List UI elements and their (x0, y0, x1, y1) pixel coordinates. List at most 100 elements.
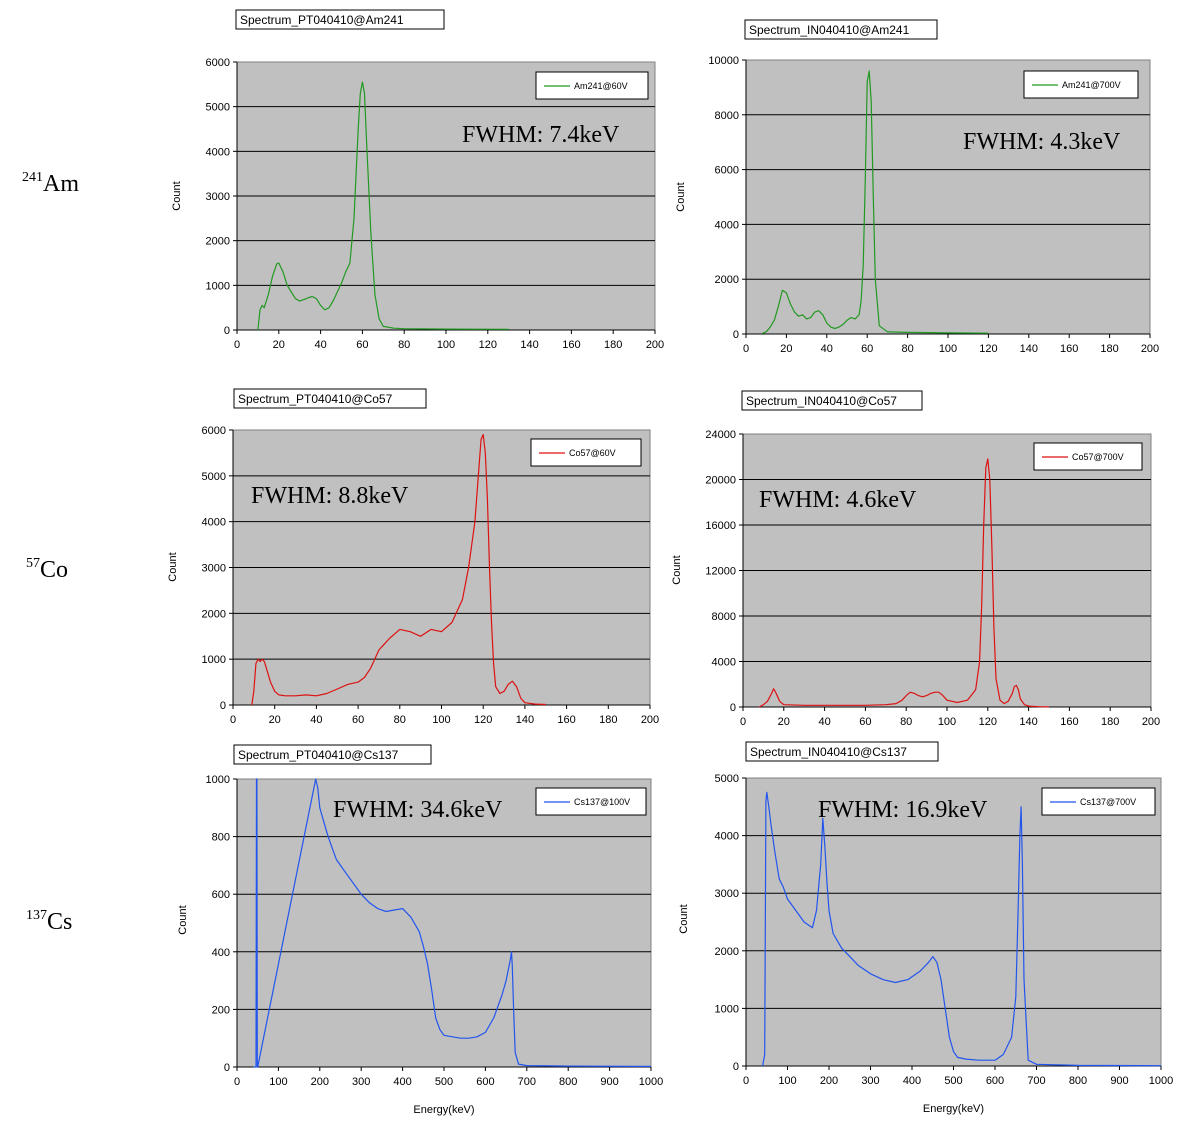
x-tick-label: 100 (778, 1075, 796, 1087)
chart-3: Spectrum_IN040410@Co57040008000120001600… (671, 390, 1160, 728)
x-tick-label: 140 (1020, 343, 1038, 355)
y-tick-label: 2000 (715, 274, 739, 286)
chart-title-box (741, 390, 923, 411)
x-tick-label: 180 (599, 714, 617, 726)
x-tick-label: 900 (1110, 1075, 1128, 1087)
chart-title: Spectrum_PT040410@Co57 (233, 388, 427, 409)
y-tick-label: 1000 (202, 654, 226, 666)
y-tick-label: 12000 (705, 566, 736, 578)
chart-title-box (233, 744, 432, 765)
chart-title-text: Spectrum_PT040410@Am241 (240, 13, 404, 27)
series-line (759, 458, 1050, 708)
x-axis-label: Energy(keV) (923, 1103, 984, 1115)
y-tick-label: 600 (212, 889, 230, 901)
chart-title-text: Spectrum_PT040410@Co57 (238, 392, 393, 406)
chart-title: Spectrum_IN040410@Cs137 (745, 741, 939, 762)
x-tick-label: 40 (310, 714, 322, 726)
y-tick-label: 16000 (705, 520, 736, 532)
x-tick-label: 40 (314, 339, 326, 351)
y-tick-label: 800 (212, 832, 230, 844)
fwhm-annotation: FWHM: 4.6keV (759, 487, 917, 513)
x-tick-label: 120 (979, 716, 997, 728)
y-tick-label: 6000 (715, 165, 739, 177)
x-tick-label: 160 (562, 339, 580, 351)
x-tick-label: 100 (437, 339, 455, 351)
x-tick-label: 80 (398, 339, 410, 351)
plot-area (745, 777, 1162, 1067)
x-tick-label: 400 (393, 1076, 411, 1088)
x-tick-label: 600 (476, 1076, 494, 1088)
y-axis-label: Count (177, 905, 189, 934)
series-line (761, 70, 989, 335)
chart-title-box (744, 19, 938, 40)
y-tick-label: 5000 (715, 773, 739, 785)
x-tick-label: 0 (740, 716, 746, 728)
x-tick-label: 20 (269, 714, 281, 726)
x-tick-label: 80 (394, 714, 406, 726)
y-tick-label: 0 (224, 325, 230, 337)
chart-title-box (235, 9, 445, 30)
chart-title: Spectrum_IN040410@Co57 (741, 390, 923, 411)
y-tick-label: 2000 (202, 608, 226, 620)
x-tick-label: 0 (743, 1075, 749, 1087)
legend-label: Am241@60V (574, 81, 628, 91)
x-tick-label: 300 (352, 1076, 370, 1088)
y-tick-label: 4000 (715, 831, 739, 843)
y-tick-label: 5000 (206, 102, 230, 114)
y-tick-label: 1000 (206, 774, 230, 786)
y-tick-label: 400 (212, 947, 230, 959)
series-line (257, 81, 509, 331)
y-tick-label: 1000 (715, 1003, 739, 1015)
series-line (762, 791, 1162, 1067)
x-tick-label: 200 (1141, 343, 1159, 355)
y-tick-label: 4000 (715, 219, 739, 231)
x-tick-label: 1000 (1149, 1075, 1173, 1087)
y-tick-label: 4000 (206, 146, 230, 158)
x-tick-label: 80 (901, 343, 913, 355)
x-tick-label: 160 (1060, 716, 1078, 728)
x-tick-label: 180 (604, 339, 622, 351)
y-tick-label: 1000 (206, 280, 230, 292)
x-tick-label: 40 (818, 716, 830, 728)
chart-4: Spectrum_PT040410@Cs13702004006008001000… (177, 744, 663, 1116)
y-axis-label: Count (167, 552, 179, 581)
legend-label: Am241@700V (1062, 80, 1121, 90)
chart-title-text: Spectrum_IN040410@Am241 (749, 23, 910, 37)
chart-title-text: Spectrum_PT040410@Cs137 (238, 748, 399, 762)
y-tick-label: 4000 (202, 517, 226, 529)
y-tick-label: 3000 (715, 888, 739, 900)
legend-box (1023, 70, 1139, 99)
y-tick-label: 10000 (708, 55, 739, 67)
x-tick-label: 700 (518, 1076, 536, 1088)
x-tick-label: 20 (778, 716, 790, 728)
y-axis-label: Count (678, 904, 690, 933)
y-axis-label: Count (675, 182, 687, 211)
x-tick-label: 100 (432, 714, 450, 726)
x-tick-label: 140 (516, 714, 534, 726)
legend-label: Cs137@100V (574, 797, 630, 807)
x-tick-label: 800 (559, 1076, 577, 1088)
y-tick-label: 6000 (206, 57, 230, 69)
x-tick-label: 200 (311, 1076, 329, 1088)
x-tick-label: 180 (1101, 716, 1119, 728)
x-tick-label: 0 (743, 343, 749, 355)
x-tick-label: 120 (979, 343, 997, 355)
y-tick-label: 8000 (712, 611, 736, 623)
legend-label: Cs137@700V (1080, 797, 1136, 807)
x-tick-label: 140 (1019, 716, 1037, 728)
x-tick-label: 500 (435, 1076, 453, 1088)
x-tick-label: 300 (861, 1075, 879, 1087)
x-tick-label: 200 (641, 714, 659, 726)
x-tick-label: 60 (861, 343, 873, 355)
x-tick-label: 20 (780, 343, 792, 355)
x-tick-label: 0 (234, 339, 240, 351)
y-axis-label: Count (671, 555, 683, 584)
y-tick-label: 0 (733, 329, 739, 341)
x-tick-label: 180 (1100, 343, 1118, 355)
series-line (253, 778, 652, 1068)
x-tick-label: 0 (230, 714, 236, 726)
y-tick-label: 24000 (705, 429, 736, 441)
fwhm-annotation: FWHM: 16.9keV (818, 797, 988, 823)
x-tick-label: 140 (520, 339, 538, 351)
